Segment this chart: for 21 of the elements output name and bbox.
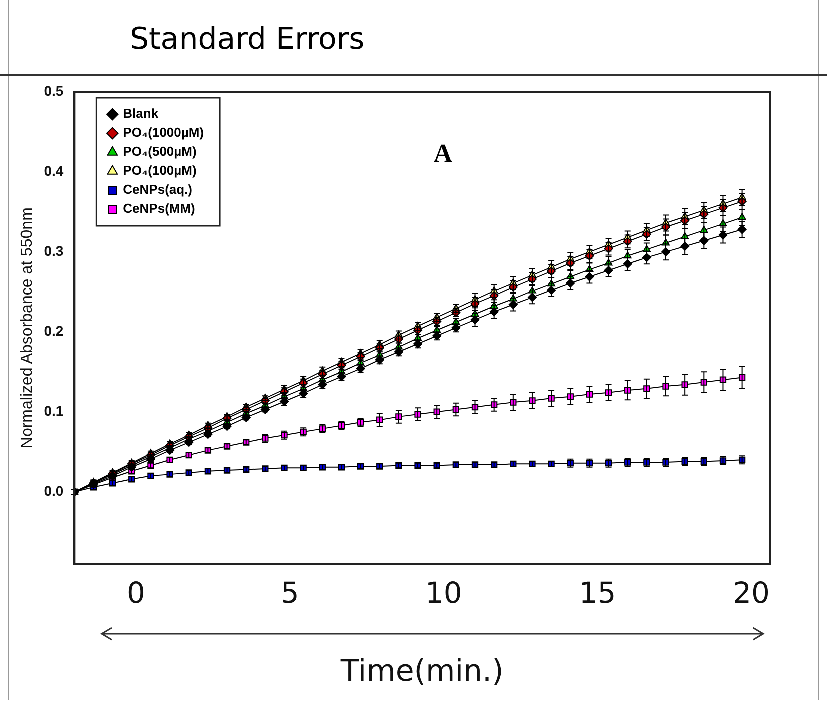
legend-label: CeNPs(aq.) xyxy=(123,182,193,198)
x-tick-label: 10 xyxy=(425,576,462,610)
y-axis-title: Normalized Absorbance at 550nm xyxy=(19,208,36,449)
y-tick-label: 0.3 xyxy=(44,242,64,259)
legend-label: PO₄(500µM) xyxy=(123,144,197,160)
legend-label: PO₄(1000µM) xyxy=(123,125,204,140)
y-tick-label: 0.0 xyxy=(44,483,64,500)
chart-title: Standard Errors xyxy=(130,22,365,57)
annotation: A xyxy=(434,139,453,168)
y-tick-label: 0.4 xyxy=(44,162,64,179)
legend-label: Blank xyxy=(123,106,160,122)
x-tick-label: 5 xyxy=(280,576,300,610)
legend-label: PO₄(100µM) xyxy=(123,163,197,178)
x-axis-title: Time(min.) xyxy=(340,654,504,689)
x-tick-label: 0 xyxy=(126,576,146,610)
y-tick-label: 0.2 xyxy=(44,322,64,339)
y-tick-label: 0.5 xyxy=(44,82,64,99)
x-tick-label: 20 xyxy=(733,576,770,610)
y-tick-label: 0.1 xyxy=(44,402,64,419)
legend-label: CeNPs(MM) xyxy=(123,201,196,216)
x-tick-label: 15 xyxy=(579,576,616,610)
